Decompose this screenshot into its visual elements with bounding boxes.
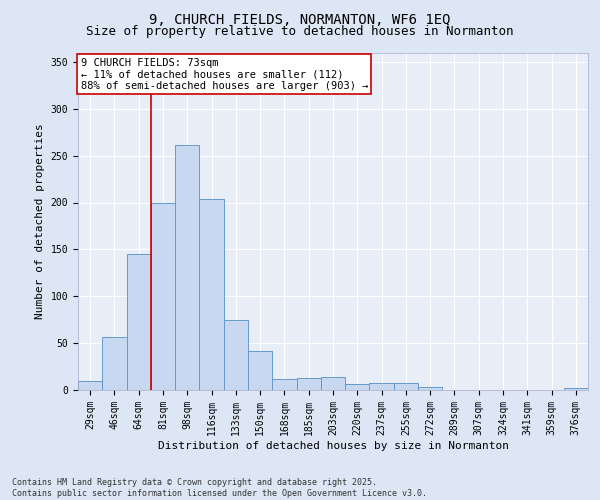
Bar (175, 146, 199, 390)
Bar (102, 336, 127, 390)
Bar (345, 384, 370, 390)
Bar (224, 320, 248, 390)
Bar (78, 380, 102, 390)
Bar (564, 388, 588, 390)
Bar (418, 387, 442, 390)
Bar (199, 198, 224, 390)
Text: 9 CHURCH FIELDS: 73sqm
← 11% of detached houses are smaller (112)
88% of semi-de: 9 CHURCH FIELDS: 73sqm ← 11% of detached… (80, 58, 368, 91)
Bar (394, 384, 418, 390)
Bar (248, 350, 272, 390)
Text: Contains HM Land Registry data © Crown copyright and database right 2025.
Contai: Contains HM Land Registry data © Crown c… (12, 478, 427, 498)
Text: Size of property relative to detached houses in Normanton: Size of property relative to detached ho… (86, 25, 514, 38)
Y-axis label: Number of detached properties: Number of detached properties (35, 124, 45, 319)
Bar (272, 379, 296, 390)
Bar (321, 377, 345, 390)
Bar (127, 254, 151, 390)
Text: 9, CHURCH FIELDS, NORMANTON, WF6 1EQ: 9, CHURCH FIELDS, NORMANTON, WF6 1EQ (149, 12, 451, 26)
Bar (151, 202, 175, 390)
Bar (370, 384, 394, 390)
X-axis label: Distribution of detached houses by size in Normanton: Distribution of detached houses by size … (157, 440, 509, 450)
Bar (296, 378, 321, 390)
